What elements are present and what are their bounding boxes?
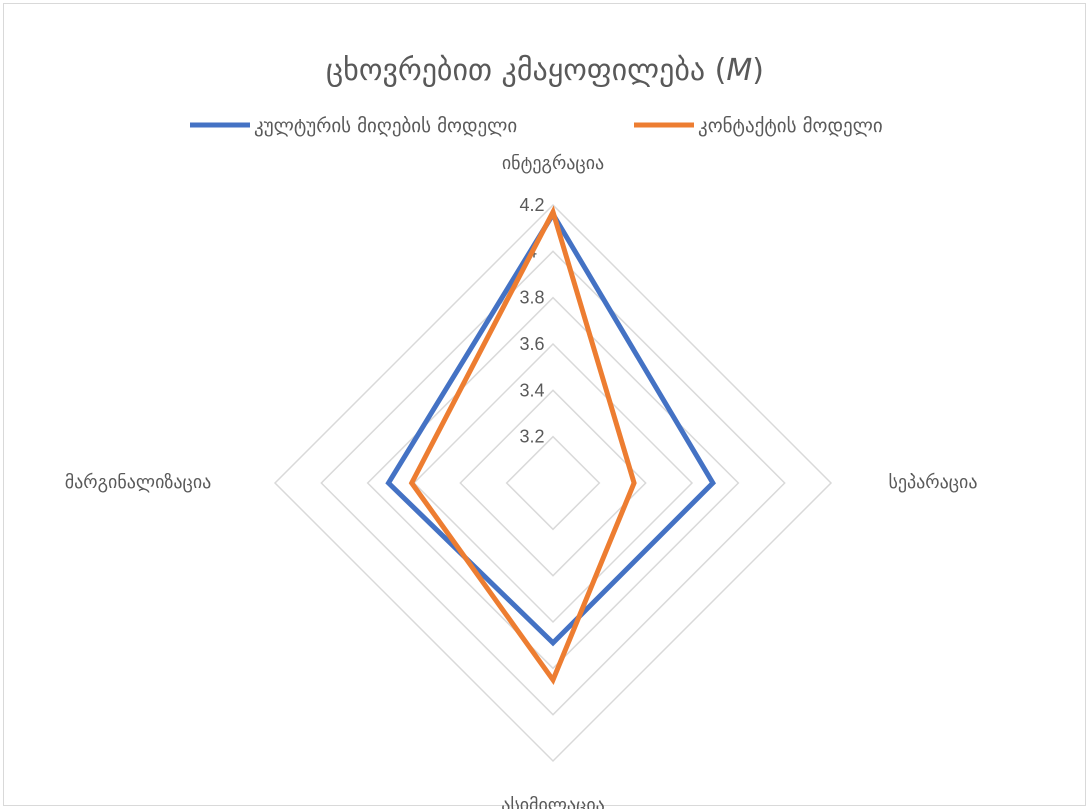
legend-label-series-2: კონტაქტის მოდელი: [698, 115, 883, 137]
legend: კულტურის მიღების მოდელი კონტაქტის მოდელი: [190, 115, 883, 137]
grid-ring: [505, 435, 601, 531]
tick-label: 3.8: [519, 288, 544, 308]
category-label: ინტეგრაცია: [502, 153, 604, 174]
tick-label: 3.6: [519, 334, 544, 354]
category-label: მარგინალიზაცია: [65, 472, 212, 493]
category-label: სეპარაცია: [888, 472, 977, 493]
grid-ring: [412, 342, 694, 624]
grid-ring: [273, 203, 833, 763]
legend-label-series-1: კულტურის მიღების მოდელი: [254, 115, 517, 137]
series-line-2: [408, 205, 637, 686]
grid-ring: [459, 389, 647, 577]
category-label: ასიმილაცია: [501, 795, 605, 809]
series-lines: [385, 205, 716, 686]
chart-title: ცხოვრებით კმაყოფილება (M): [326, 53, 764, 88]
tick-label: 3.4: [519, 380, 544, 400]
tick-label: 4.2: [519, 195, 544, 215]
radar-grid: [273, 203, 833, 763]
radial-axis-ticks: 3.23.43.63.844.2: [519, 195, 544, 447]
category-labels: ინტეგრაცია სეპარაცია ასიმილაცია მარგინალიზა…: [65, 153, 978, 809]
series-line-1: [385, 209, 716, 647]
grid-ring: [320, 250, 786, 716]
tick-label: 3.2: [519, 427, 544, 447]
grid-ring: [366, 296, 740, 670]
